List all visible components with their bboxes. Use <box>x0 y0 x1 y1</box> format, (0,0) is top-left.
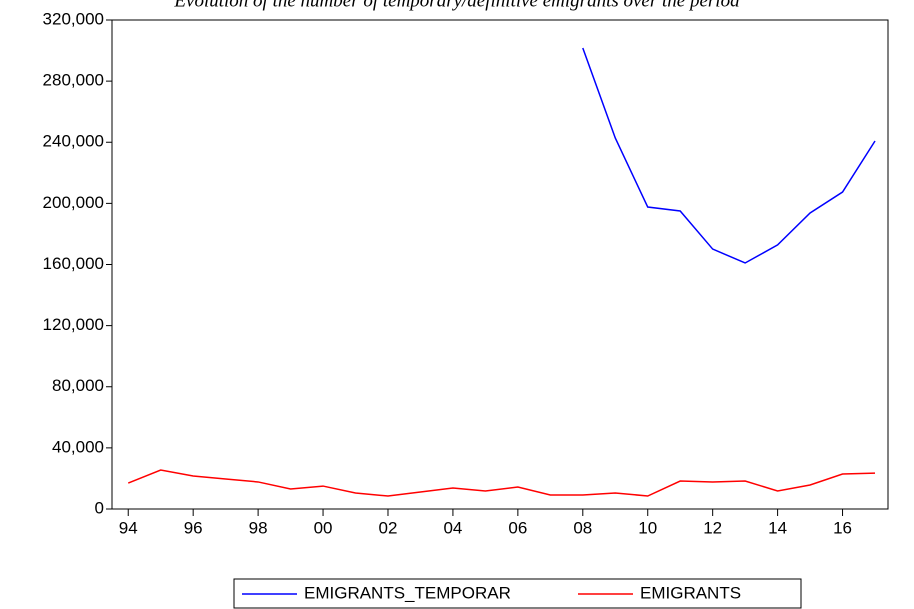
legend-box <box>233 578 802 609</box>
y-tick-label: 320,000 <box>43 9 104 28</box>
x-tick-label: 16 <box>833 518 852 537</box>
y-tick-label: 0 <box>95 498 104 517</box>
y-tick-label: 80,000 <box>52 376 104 395</box>
x-tick-label: 08 <box>573 518 592 537</box>
x-tick-label: 10 <box>638 518 657 537</box>
x-tick-label: 96 <box>184 518 203 537</box>
x-tick-label: 04 <box>443 518 462 537</box>
x-tick-label: 12 <box>703 518 722 537</box>
series-line <box>582 47 876 264</box>
x-tick-label: 00 <box>314 518 333 537</box>
x-tick-label: 98 <box>249 518 268 537</box>
y-tick-label: 120,000 <box>43 315 104 334</box>
y-tick-label: 200,000 <box>43 193 104 212</box>
y-tick-label: 40,000 <box>52 437 104 456</box>
y-tick-label: 240,000 <box>43 132 104 151</box>
series-line <box>127 469 876 497</box>
y-tick-label: 280,000 <box>43 71 104 90</box>
legend-label: EMIGRANTS_TEMPORAR <box>304 583 511 602</box>
plot-frame <box>111 19 889 510</box>
legend-label: EMIGRANTS <box>640 583 741 602</box>
x-tick-label: 94 <box>119 518 138 537</box>
chart-title: Evolution of the number of temporary/def… <box>173 0 740 11</box>
x-tick-label: 02 <box>379 518 398 537</box>
x-tick-label: 14 <box>768 518 787 537</box>
y-tick-label: 160,000 <box>43 254 104 273</box>
x-tick-label: 06 <box>508 518 527 537</box>
